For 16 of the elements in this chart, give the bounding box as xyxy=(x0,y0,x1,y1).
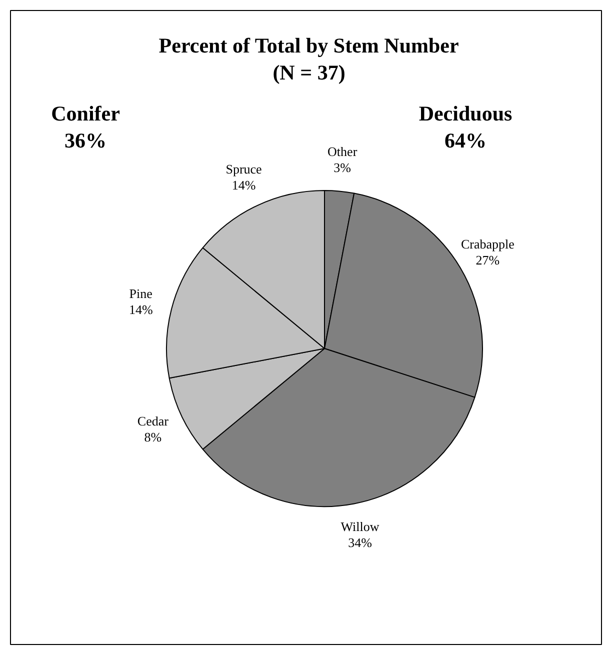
slice-label: Crabapple xyxy=(460,236,515,252)
data-label: 3% xyxy=(334,160,352,176)
text: Conifer 36% xyxy=(51,102,120,152)
data-label: 8% xyxy=(144,430,162,445)
slice-label: Willow xyxy=(340,519,380,534)
slice-label: Cedar xyxy=(137,414,170,429)
slice-label: Spruce xyxy=(226,161,262,176)
chart-subtitle: (N = 37) xyxy=(272,60,346,84)
text: Deciduous 64% xyxy=(418,102,512,152)
slice-label: Other xyxy=(328,144,358,160)
chart-title: Percent of Total by Stem Number xyxy=(158,34,459,58)
data-label: 14% xyxy=(232,177,256,192)
data-label: 27% xyxy=(476,252,500,268)
data-label: 14% xyxy=(128,302,153,317)
slice-label: Pine xyxy=(129,286,153,301)
data-label: 34% xyxy=(348,535,372,550)
